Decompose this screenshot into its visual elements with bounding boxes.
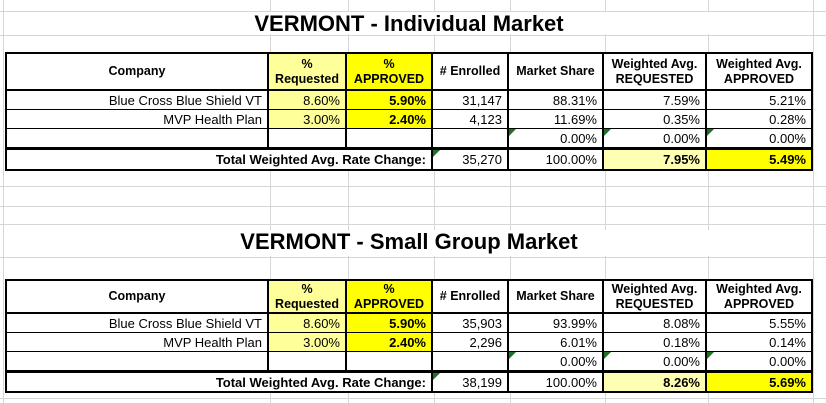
- gridline: [348, 0, 349, 403]
- wavg-requested-header[interactable]: Weighted Avg. REQUESTED: [604, 54, 707, 91]
- wavg-requested-cell error-indicator-icon[interactable]: 0.00%: [604, 352, 707, 371]
- approved-cell[interactable]: 2.40%: [347, 110, 433, 129]
- approved-cell[interactable]: [347, 129, 433, 148]
- requested-cell[interactable]: [269, 129, 347, 148]
- wavg-requested-cell[interactable]: 0.35%: [604, 110, 707, 129]
- market-share-cell[interactable]: 93.99%: [509, 314, 604, 333]
- approved-header[interactable]: % APPROVED: [347, 281, 433, 314]
- total-wavg-requested-cell[interactable]: 7.95%: [604, 148, 707, 169]
- approved-cell[interactable]: [347, 352, 433, 371]
- wavg-approved-header[interactable]: Weighted Avg. APPROVED: [707, 54, 811, 91]
- market-share-header[interactable]: Market Share: [509, 54, 604, 91]
- market-share-cell error-indicator-icon[interactable]: 0.00%: [509, 129, 604, 148]
- enrolled-header[interactable]: # Enrolled: [433, 54, 509, 91]
- small-group-market-title[interactable]: VERMONT - Small Group Market: [5, 230, 813, 256]
- gridline: [0, 11, 826, 12]
- approved-header[interactable]: % APPROVED: [347, 54, 433, 91]
- total-label-cell[interactable]: Total Weighted Avg. Rate Change:: [7, 371, 433, 391]
- enrolled-cell[interactable]: 31,147: [433, 91, 509, 110]
- market-share-cell[interactable]: 6.01%: [509, 333, 604, 352]
- total-label-cell[interactable]: Total Weighted Avg. Rate Change:: [7, 148, 433, 169]
- total-wavg-approved-cell[interactable]: 5.69%: [707, 371, 811, 391]
- requested-cell[interactable]: 3.00%: [269, 110, 347, 129]
- approved-cell[interactable]: 2.40%: [347, 333, 433, 352]
- total-wavg-approved-cell[interactable]: 5.49%: [707, 148, 811, 169]
- gridline: [605, 0, 606, 403]
- wavg-requested-header[interactable]: Weighted Avg. REQUESTED: [604, 281, 707, 314]
- gridline: [270, 0, 271, 403]
- gridline: [0, 35, 826, 36]
- gridline: [0, 206, 826, 207]
- company-cell[interactable]: MVP Health Plan: [7, 333, 269, 352]
- company-header[interactable]: Company: [7, 54, 269, 91]
- gridline: [3, 0, 4, 403]
- gridline: [813, 0, 814, 403]
- requested-cell[interactable]: 8.60%: [269, 91, 347, 110]
- total-market-share-cell[interactable]: 100.00%: [509, 371, 604, 391]
- wavg-approved-cell[interactable]: 0.14%: [707, 333, 811, 352]
- approved-cell[interactable]: 5.90%: [347, 314, 433, 333]
- gridline: [0, 398, 826, 399]
- enrolled-cell[interactable]: 4,123: [433, 110, 509, 129]
- market-share-cell[interactable]: 11.69%: [509, 110, 604, 129]
- enrolled-cell[interactable]: [433, 129, 509, 148]
- enrolled-cell[interactable]: [433, 352, 509, 371]
- gridline: [434, 0, 435, 403]
- company-header[interactable]: Company: [7, 281, 269, 314]
- requested-cell[interactable]: [269, 352, 347, 371]
- market-share-header[interactable]: Market Share: [509, 281, 604, 314]
- wavg-approved-header[interactable]: Weighted Avg. APPROVED: [707, 281, 811, 314]
- requested-header[interactable]: % Requested: [269, 54, 347, 91]
- gridline: [0, 186, 826, 187]
- market-share-cell[interactable]: 88.31%: [509, 91, 604, 110]
- wavg-approved-cell[interactable]: 5.21%: [707, 91, 811, 110]
- market-share-cell error-indicator-icon[interactable]: 0.00%: [509, 352, 604, 371]
- company-cell[interactable]: MVP Health Plan: [7, 110, 269, 129]
- requested-cell[interactable]: 8.60%: [269, 314, 347, 333]
- total-wavg-requested-cell[interactable]: 8.26%: [604, 371, 707, 391]
- requested-header[interactable]: % Requested: [269, 281, 347, 314]
- total-enrolled-cell error-indicator-icon[interactable]: 38,199: [433, 371, 509, 391]
- wavg-approved-cell[interactable]: 0.28%: [707, 110, 811, 129]
- gridline: [0, 257, 826, 258]
- company-cell[interactable]: [7, 129, 269, 148]
- company-cell[interactable]: Blue Cross Blue Shield VT: [7, 91, 269, 110]
- enrolled-cell[interactable]: 2,296: [433, 333, 509, 352]
- small-group-market-table: Company % Requested % APPROVED # Enrolle…: [5, 279, 813, 393]
- wavg-approved-cell error-indicator-icon[interactable]: 0.00%: [707, 129, 811, 148]
- wavg-requested-cell[interactable]: 7.59%: [604, 91, 707, 110]
- wavg-approved-cell[interactable]: 5.55%: [707, 314, 811, 333]
- total-market-share-cell[interactable]: 100.00%: [509, 148, 604, 169]
- gridline: [0, 224, 826, 225]
- individual-market-table: Company % Requested % APPROVED # Enrolle…: [5, 52, 813, 171]
- wavg-requested-cell[interactable]: 8.08%: [604, 314, 707, 333]
- gridline: [510, 0, 511, 403]
- company-cell[interactable]: [7, 352, 269, 371]
- total-enrolled-cell error-indicator-icon[interactable]: 35,270: [433, 148, 509, 169]
- gridline: [708, 0, 709, 403]
- wavg-requested-cell error-indicator-icon[interactable]: 0.00%: [604, 129, 707, 148]
- company-cell[interactable]: Blue Cross Blue Shield VT: [7, 314, 269, 333]
- enrolled-header[interactable]: # Enrolled: [433, 281, 509, 314]
- approved-cell[interactable]: 5.90%: [347, 91, 433, 110]
- enrolled-cell[interactable]: 35,903: [433, 314, 509, 333]
- requested-cell[interactable]: 3.00%: [269, 333, 347, 352]
- wavg-approved-cell error-indicator-icon[interactable]: 0.00%: [707, 352, 811, 371]
- individual-market-title[interactable]: VERMONT - Individual Market: [5, 12, 813, 35]
- wavg-requested-cell[interactable]: 0.18%: [604, 333, 707, 352]
